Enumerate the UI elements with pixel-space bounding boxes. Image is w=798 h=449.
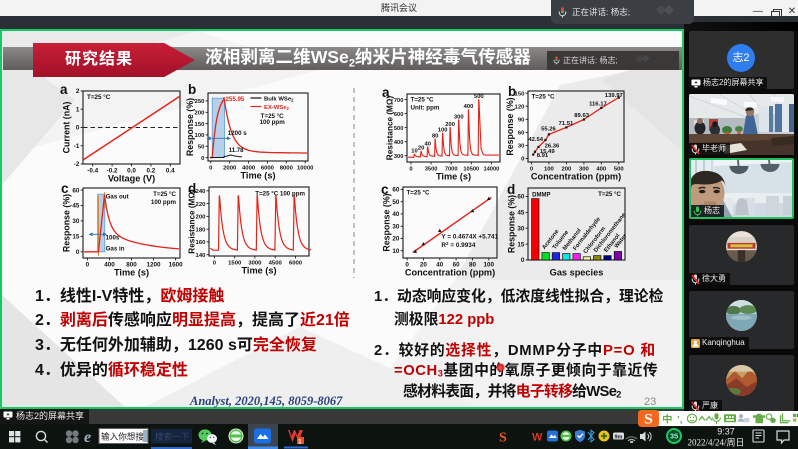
svg-text:S: S [644, 411, 653, 427]
svg-text:输入你想搜: 输入你想搜 [101, 431, 144, 443]
svg-text:W: W [532, 432, 543, 444]
svg-text:e: e [84, 429, 91, 446]
svg-text:1: 1 [298, 439, 302, 446]
svg-text:中: 中 [662, 411, 672, 426]
svg-text:35: 35 [670, 432, 678, 441]
svg-text:9m: 9m [615, 435, 623, 441]
svg-text:9:37: 9:37 [717, 427, 735, 437]
svg-text:2022/4/24/周日: 2022/4/24/周日 [687, 436, 744, 449]
svg-text:S: S [499, 431, 507, 446]
svg-text:’,: ’, [677, 415, 683, 426]
svg-text:搜索一下: 搜索一下 [155, 431, 190, 443]
